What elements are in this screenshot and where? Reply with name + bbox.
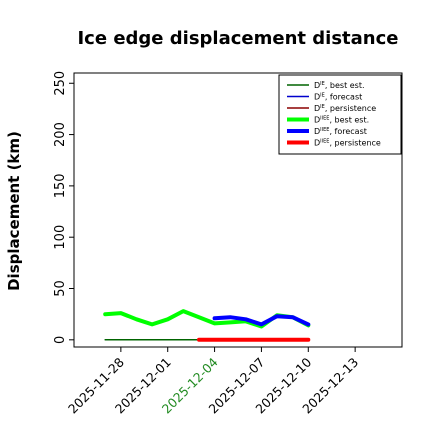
legend-entry: DIIEE, forecast	[314, 127, 367, 136]
legend-entry-superscript: IE	[320, 81, 325, 87]
data-layer	[103, 309, 311, 342]
legend-entry-base: D	[314, 81, 320, 90]
legend-entry-base: D	[314, 139, 320, 148]
y-axis-label: Displacement (km)	[5, 131, 23, 291]
legend-entry-suffix: , best est.	[329, 116, 369, 125]
series-line-4	[212, 314, 311, 327]
y-tick-label: 150	[53, 173, 68, 198]
legend-entry-superscript: IIEE	[320, 116, 329, 122]
legend-entry-suffix: , forecast	[329, 127, 366, 136]
legend-entry-base: D	[314, 93, 320, 102]
legend-entry-superscript: IIEE	[320, 127, 329, 133]
chart-title: Ice edge displacement distance	[77, 28, 398, 49]
legend-entry: DIE, forecast	[314, 93, 362, 102]
legend-entry-suffix: , forecast	[325, 93, 362, 102]
legend-entry-superscript: IE	[320, 104, 325, 110]
series-line-3	[103, 309, 311, 329]
legend-entry-base: D	[314, 104, 320, 113]
legend-entry: DIIEE, persistence	[314, 139, 381, 148]
legend-entry: DIE, persistence	[314, 104, 376, 113]
legend-entry-base: D	[314, 116, 320, 125]
legend-entry-base: D	[314, 127, 320, 136]
legend-entry-superscript: IE	[320, 93, 325, 99]
y-tick-label: 0	[53, 336, 68, 344]
legend-entry: DIIEE, best est.	[314, 116, 369, 125]
y-tick-label: 100	[53, 225, 68, 250]
legend-entry-suffix: , persistence	[329, 139, 380, 148]
y-tick-label: 200	[53, 122, 68, 147]
legend-entry-suffix: , persistence	[325, 104, 376, 113]
legend-entry: DIE, best est.	[314, 81, 365, 90]
y-tick-label: 250	[53, 71, 68, 96]
legend-entry-superscript: IIEE	[320, 139, 329, 145]
legend-entry-suffix: , best est.	[325, 81, 365, 90]
y-tick-label: 50	[53, 280, 68, 297]
plot-area	[73, 72, 403, 348]
